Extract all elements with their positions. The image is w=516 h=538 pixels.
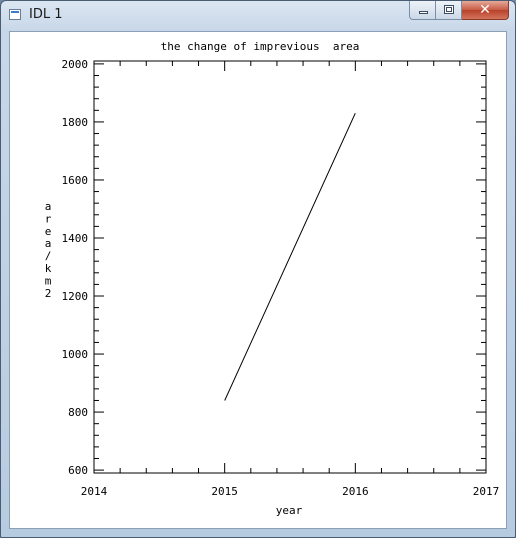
y-tick-label: 2000 xyxy=(62,58,89,71)
chart-title: the change of imprevious area xyxy=(161,40,360,53)
maximize-icon xyxy=(444,5,454,14)
y-tick-label: 1000 xyxy=(62,348,89,361)
x-axis-label: year xyxy=(276,504,303,517)
y-tick-label: 1400 xyxy=(62,232,89,245)
y-axis-label-char: 2 xyxy=(45,287,52,300)
y-axis-label-char: e xyxy=(45,225,52,238)
plot-frame xyxy=(93,60,487,474)
y-tick-label: 800 xyxy=(68,406,88,419)
y-tick-label: 1200 xyxy=(62,290,89,303)
x-tick-label: 2015 xyxy=(211,485,238,498)
minimize-icon xyxy=(419,11,428,14)
close-button[interactable]: ✕ xyxy=(462,1,509,20)
chart: the change of imprevious area 600 800 1000… xyxy=(45,40,500,517)
y-axis-label-char: a xyxy=(45,237,52,250)
window-app-icon xyxy=(9,9,21,20)
y-axis-label-char: k xyxy=(45,262,52,275)
series-line xyxy=(224,112,356,401)
plot-canvas: the change of imprevious area 600 800 1000… xyxy=(9,31,507,529)
x-tick-label: 2017 xyxy=(473,485,500,498)
x-tick-label: 2016 xyxy=(342,485,369,498)
y-axis-label-char: r xyxy=(45,212,52,225)
minimize-button[interactable] xyxy=(409,1,436,20)
y-axis-label-char: m xyxy=(45,274,52,287)
y-tick-label: 1800 xyxy=(62,116,89,129)
y-axis-label-char: / xyxy=(45,250,52,263)
title-bar[interactable]: IDL 1 ✕ xyxy=(1,1,515,29)
x-tick-label: 2014 xyxy=(81,485,108,498)
y-axis-label-char: a xyxy=(45,200,52,213)
close-icon: ✕ xyxy=(479,2,491,18)
window-controls: ✕ xyxy=(409,1,509,21)
window-title: IDL 1 xyxy=(29,7,63,22)
maximize-button[interactable] xyxy=(436,1,462,20)
y-tick-label: 600 xyxy=(68,464,88,477)
y-tick-label: 1600 xyxy=(62,174,89,187)
